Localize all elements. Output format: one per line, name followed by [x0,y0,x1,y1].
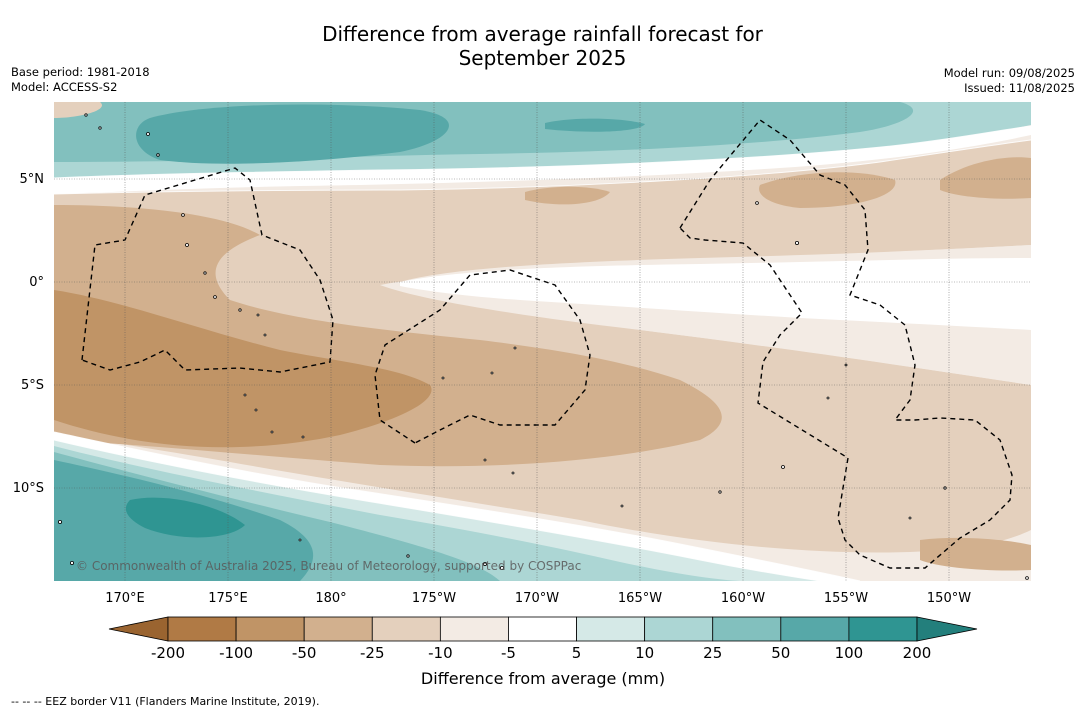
model-name: Model: ACCESS-S2 [11,80,118,94]
lon-label: 175°E [208,591,248,606]
title-line-1: Difference from average rainfall forecas… [322,22,763,46]
colorbar-bin [644,616,714,642]
colorbar-tick-label: 5 [572,644,582,662]
colorbar-bin [167,616,237,642]
lat-label: 5°N [20,172,45,187]
eez-borders [81,119,1013,569]
eez-footnote: -- -- -- EEZ border V11 (Flanders Marine… [11,695,320,708]
model-info: Base period: 1981-2018 Model: ACCESS-S2 [11,65,150,95]
colorbar-tick-label: -25 [360,644,385,662]
colorbar-tick-label: -100 [219,644,253,662]
colorbar-bin [439,616,509,642]
colorbar-bin [780,616,850,642]
colorbar-bin [371,616,441,642]
latitude-labels: 5°N 0° 5°S 10°S [13,172,44,496]
colorbar-bin [508,616,577,642]
lon-label: 165°W [618,591,662,606]
colorbar-tick-label: 10 [635,644,654,662]
colorbar-tick-label: -200 [151,644,185,662]
lon-label: 160°W [721,591,765,606]
colorbar-tick-label: -10 [428,644,453,662]
colorbar-above-max [916,616,978,642]
colorbar-tick-label: -50 [292,644,317,662]
lon-label: 155°W [824,591,868,606]
colorbar-title: Difference from average (mm) [421,669,665,688]
colorbar-legend: -200 -100 -50 -25 -10 -5 5 10 25 50 100 200 Differe… [108,616,978,688]
lat-label: 10°S [13,481,44,496]
graticule [54,102,1031,581]
colorbar-bin [303,616,373,642]
colorbar-tick-label: 50 [771,644,790,662]
colorbar-tick-label: -5 [501,644,516,662]
title-line-2: September 2025 [458,46,627,70]
lon-label: 150°W [927,591,971,606]
lon-label: 180° [315,591,346,606]
colorbar-tick-label: 200 [903,644,932,662]
map-title: Difference from average rainfall forecas… [0,22,1085,70]
lat-label: 5°S [21,378,44,393]
issued-date: Issued: 11/08/2025 [964,81,1075,95]
model-run: Model run: 09/08/2025 [943,66,1075,80]
colorbar-bin [712,616,782,642]
colorbar-tick-label: 100 [835,644,864,662]
lat-label: 0° [29,275,44,290]
colorbar-tick-label: 25 [703,644,722,662]
lon-label: 175°W [412,591,456,606]
colorbar-bin [576,616,646,642]
colorbar-below-min [108,616,169,642]
colorbar-bin [848,616,918,642]
longitude-labels: 170°E 175°E 180° 175°W 170°W 165°W 160°W… [105,591,971,606]
islands [58,113,1029,580]
lon-label: 170°E [105,591,145,606]
rainfall-anomaly-field: © Commonwealth of Australia 2025, Bureau… [54,102,1031,581]
copyright-notice: © Commonwealth of Australia 2025, Bureau… [76,559,581,573]
base-period: Base period: 1981-2018 [11,65,150,79]
colorbar-bin [235,616,305,642]
lon-label: 170°W [515,591,559,606]
run-info: Model run: 09/08/2025 Issued: 11/08/2025 [944,66,1075,96]
